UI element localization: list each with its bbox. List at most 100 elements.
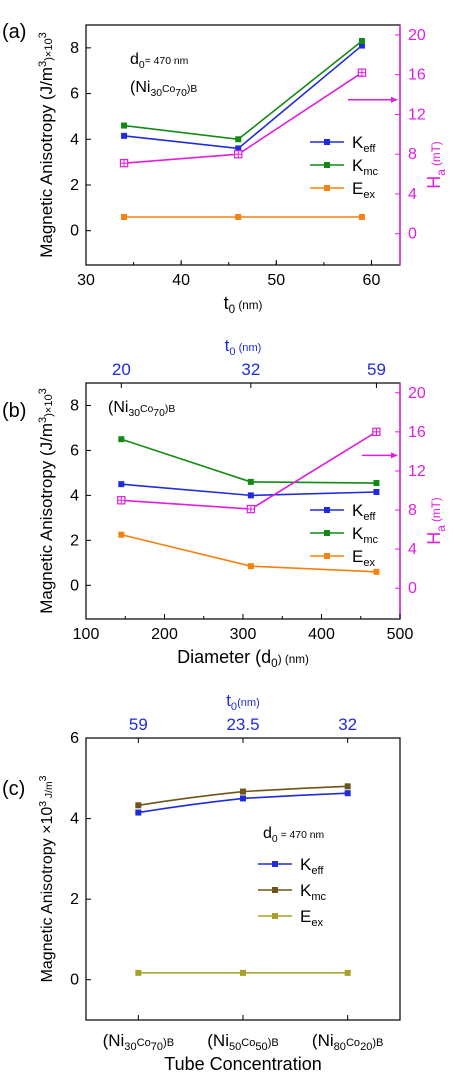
data-point-kmc xyxy=(240,788,246,795)
data-point-eex xyxy=(135,969,142,976)
y-tick-label: 2 xyxy=(70,532,79,549)
annotation-composition: (Ni30Co70)B xyxy=(108,399,175,419)
y-tick-label: 6 xyxy=(70,86,79,103)
ha-arrow-head xyxy=(391,96,398,103)
data-point-kmc xyxy=(118,436,125,443)
y-tick-label: 2 xyxy=(70,891,79,908)
y2-tick-label: 8 xyxy=(408,502,417,519)
y2-tick-label: 20 xyxy=(408,385,426,402)
data-point-eex xyxy=(373,568,380,575)
x2-axis-label: t0 (nm) xyxy=(225,336,262,358)
legend-marker xyxy=(324,507,330,513)
series-line-kmc xyxy=(121,438,377,484)
data-point-keff xyxy=(358,42,365,49)
annotation-diameter: d0 = 470 nm xyxy=(263,825,324,845)
x-tick-label: 100 xyxy=(73,626,100,643)
legend-label: Eex xyxy=(352,547,375,569)
x-tick-label: 60 xyxy=(363,272,381,289)
data-point-eex xyxy=(358,214,365,220)
data-point-keff xyxy=(344,790,351,797)
y2-tick-label: 0 xyxy=(408,226,417,243)
x-tick-label: 500 xyxy=(387,626,414,643)
legend-marker xyxy=(272,861,278,867)
data-point-keff xyxy=(118,481,125,488)
data-point-eex xyxy=(240,969,246,976)
x2-tick-label: 23.5 xyxy=(226,715,259,734)
panel-label: (a) xyxy=(2,21,26,43)
y-tick-label: 0 xyxy=(70,972,79,989)
y-tick-label: 4 xyxy=(70,811,79,828)
data-point-kmc xyxy=(344,783,351,790)
legend-label: Keff xyxy=(300,855,324,877)
legend-label: Kmc xyxy=(300,881,327,903)
legend-marker xyxy=(324,553,330,559)
x-tick-label: 30 xyxy=(77,272,95,289)
legend-label: Eex xyxy=(352,179,375,201)
y-tick-label: 4 xyxy=(70,131,79,148)
legend-marker xyxy=(324,530,330,536)
x2-tick-label: 59 xyxy=(367,360,386,379)
y2-tick-label: 0 xyxy=(408,580,417,597)
y-axis-label: Magnetic Anisotropy ×103 J/m3 xyxy=(38,775,56,982)
data-point-kmc xyxy=(235,136,242,143)
data-point-eex xyxy=(344,969,351,976)
legend-marker xyxy=(272,887,278,893)
y2-tick-label: 8 xyxy=(408,146,417,163)
x-tick-label: 50 xyxy=(267,272,285,289)
y-tick-label: 6 xyxy=(70,730,79,747)
x2-tick-label: 32 xyxy=(241,360,260,379)
data-point-keff xyxy=(247,492,254,499)
legend-label: Kmc xyxy=(352,524,379,546)
data-point-keff xyxy=(240,795,246,802)
panel-a: (a) 30 40 50 60 0 2 4 6 8 0 4 8 12 16 20 t0 (nm) Magnetic… xyxy=(2,21,448,316)
y2-axis-label: Ha (mT) xyxy=(424,497,448,545)
ha-arrow-head xyxy=(391,452,398,459)
data-point-eex xyxy=(235,214,242,220)
y-tick-label: 0 xyxy=(70,223,79,240)
y2-tick-label: 16 xyxy=(408,424,426,441)
data-point-kmc xyxy=(121,122,128,129)
data-point-keff xyxy=(135,809,142,816)
legend-label: Keff xyxy=(352,133,376,155)
x-axis-label: t0 (nm) xyxy=(224,293,263,316)
x-tick-label: (Ni50Co50)B xyxy=(207,1031,278,1053)
x2-tick-label: 32 xyxy=(338,715,357,734)
legend-label: Kmc xyxy=(352,156,379,178)
y2-tick-label: 12 xyxy=(408,106,426,123)
legend-marker xyxy=(324,139,330,145)
y2-tick-label: 12 xyxy=(408,463,426,480)
x2-axis-label: t0(nm) xyxy=(226,691,260,713)
series-line-ha xyxy=(123,72,363,164)
y2-tick-label: 4 xyxy=(408,541,417,558)
x-tick-label: 200 xyxy=(151,626,178,643)
y-tick-label: 4 xyxy=(70,487,79,504)
data-point-keff xyxy=(121,132,128,139)
plot-frame xyxy=(85,737,401,1021)
y2-axis-label: Ha (mT) xyxy=(424,141,448,189)
data-point-keff xyxy=(235,145,242,152)
legend-label: Keff xyxy=(352,501,376,523)
legend-marker xyxy=(324,162,330,168)
data-point-kmc xyxy=(135,802,142,809)
y-tick-label: 2 xyxy=(70,177,79,194)
data-point-kmc xyxy=(247,478,254,485)
x-tick-label: 400 xyxy=(308,626,335,643)
legend-marker xyxy=(324,185,330,191)
x-tick-label: (Ni80Co20)B xyxy=(312,1031,383,1053)
x-axis-label: Diameter (d0) (nm) xyxy=(177,647,309,670)
data-point-kmc xyxy=(358,38,365,44)
data-point-keff xyxy=(373,489,380,496)
y-tick-label: 8 xyxy=(70,40,79,57)
x-axis-label: Tube Concentration xyxy=(164,1054,321,1074)
data-point-eex xyxy=(121,214,128,220)
x2-tick-label: 20 xyxy=(112,360,131,379)
y-tick-label: 8 xyxy=(70,397,79,414)
y2-tick-label: 20 xyxy=(408,27,426,44)
panel-c: (c)(Ni30Co70)B (Ni50Co50)B (Ni80Co20)B59 23… xyxy=(2,691,401,1074)
y2-tick-label: 4 xyxy=(408,186,417,203)
y-tick-label: 6 xyxy=(70,442,79,459)
x-tick-label: 40 xyxy=(172,272,190,289)
data-point-eex xyxy=(118,531,125,538)
annotation-diameter: d0= 470 nm xyxy=(130,51,188,71)
